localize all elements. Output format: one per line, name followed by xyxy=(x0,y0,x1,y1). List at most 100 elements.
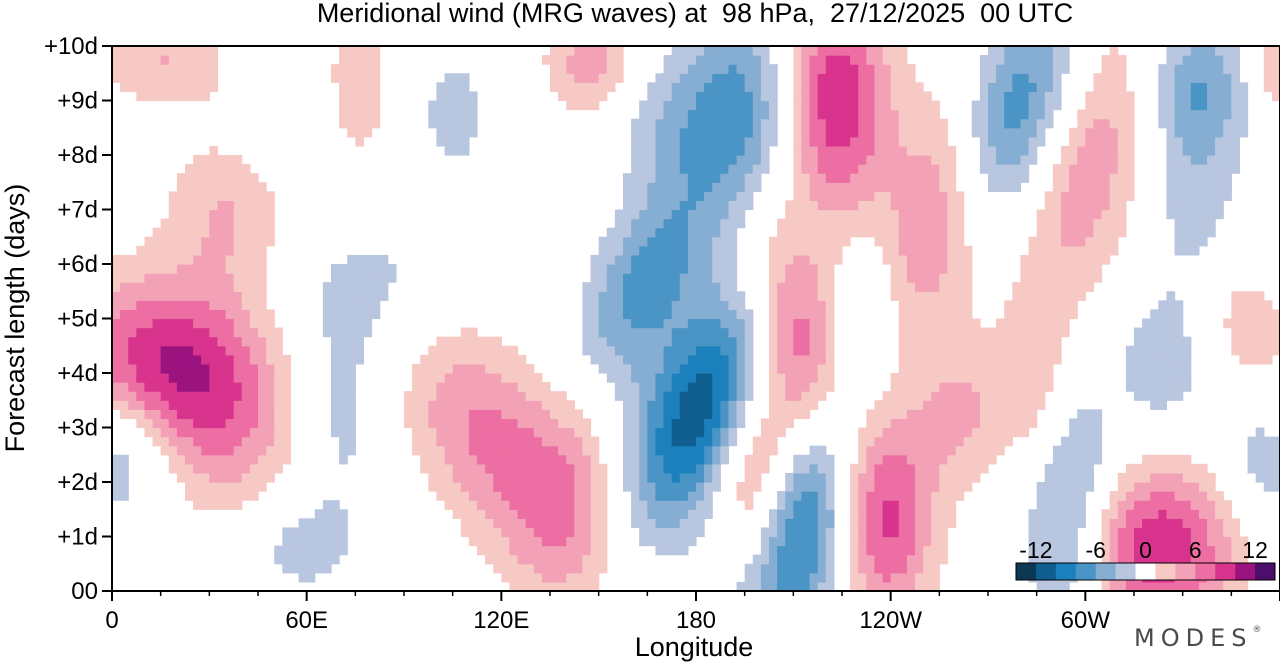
heatmap-cell xyxy=(217,254,227,265)
heatmap-cell xyxy=(144,336,154,347)
heatmap-cell xyxy=(582,282,592,292)
heatmap-cell xyxy=(298,563,308,574)
heatmap-cell xyxy=(939,545,949,556)
y-tick-label: +3d xyxy=(57,415,98,442)
heatmap-cell xyxy=(176,400,186,410)
heatmap-cell xyxy=(468,118,478,129)
heatmap-cell xyxy=(736,581,746,592)
brand-text: MODES xyxy=(1134,624,1253,652)
heatmap-cell xyxy=(1215,536,1224,547)
heatmap-cell xyxy=(760,118,770,129)
heatmap-cell xyxy=(793,264,803,274)
heatmap-cell xyxy=(1263,82,1273,93)
heatmap-cell xyxy=(898,254,908,265)
heatmap-cell xyxy=(1150,500,1159,510)
heatmap-cell xyxy=(923,427,932,438)
heatmap-cell xyxy=(793,127,803,138)
heatmap-cell xyxy=(590,291,600,301)
heatmap-cell xyxy=(355,73,365,83)
heatmap-cell xyxy=(1150,454,1159,465)
heatmap-cell xyxy=(898,581,908,592)
heatmap-cell xyxy=(728,418,738,429)
heatmap-cell xyxy=(728,155,738,165)
heatmap-cell xyxy=(825,581,835,592)
heatmap-cell xyxy=(777,236,786,247)
heatmap-cell xyxy=(566,563,575,574)
heatmap-cell xyxy=(509,500,519,510)
heatmap-cell xyxy=(1142,527,1151,538)
heatmap-cell xyxy=(906,282,916,292)
heatmap-cell xyxy=(825,218,835,229)
heatmap-cell xyxy=(720,354,730,365)
heatmap-cell xyxy=(1223,136,1232,147)
heatmap-cell xyxy=(355,91,365,102)
heatmap-cell xyxy=(144,363,154,374)
heatmap-cell xyxy=(955,482,965,492)
heatmap-cell xyxy=(436,82,446,93)
heatmap-cell xyxy=(850,182,859,192)
heatmap-cell xyxy=(493,482,502,492)
heatmap-cell xyxy=(1239,545,1249,556)
heatmap-cell xyxy=(606,254,616,265)
heatmap-cell xyxy=(704,55,713,65)
heatmap-cell xyxy=(874,82,884,93)
heatmap-cell xyxy=(582,291,592,301)
heatmap-cell xyxy=(347,400,356,410)
heatmap-cell xyxy=(939,463,949,474)
heatmap-cell xyxy=(331,282,340,292)
heatmap-cell xyxy=(1231,55,1241,65)
heatmap-cell xyxy=(444,336,454,347)
heatmap-cell xyxy=(1215,145,1224,156)
heatmap-cell xyxy=(752,82,762,93)
heatmap-cell xyxy=(1044,491,1054,501)
heatmap-cell xyxy=(412,382,421,392)
heatmap-cell xyxy=(923,482,932,492)
heatmap-cell xyxy=(988,145,997,156)
heatmap-cell xyxy=(939,145,949,156)
heatmap-cell xyxy=(598,273,608,283)
heatmap-cell xyxy=(1215,136,1224,147)
heatmap-cell xyxy=(728,373,738,383)
heatmap-cell xyxy=(866,418,876,429)
heatmap-cell xyxy=(509,418,519,429)
heatmap-cell xyxy=(939,491,949,501)
heatmap-cell xyxy=(979,345,989,356)
heatmap-cell xyxy=(882,472,892,483)
heatmap-cell xyxy=(282,454,292,465)
heatmap-cell xyxy=(217,236,227,247)
heatmap-cell xyxy=(1158,527,1168,538)
heatmap-cell xyxy=(1028,273,1038,283)
heatmap-cell xyxy=(947,182,957,192)
heatmap-cell xyxy=(704,309,713,320)
heatmap-cell xyxy=(712,318,721,329)
heatmap-cell xyxy=(460,400,470,410)
heatmap-cell xyxy=(249,218,259,229)
heatmap-cell xyxy=(882,418,892,429)
heatmap-cell xyxy=(1004,418,1013,429)
heatmap-cell xyxy=(882,155,892,165)
heatmap-cell xyxy=(955,345,965,356)
heatmap-cell xyxy=(671,91,681,102)
heatmap-cell xyxy=(1028,291,1038,301)
heatmap-cell xyxy=(152,254,162,265)
heatmap-cell xyxy=(1093,73,1103,83)
heatmap-cell xyxy=(639,300,648,311)
heatmap-cell xyxy=(1052,527,1062,538)
heatmap-cell xyxy=(225,273,235,283)
heatmap-cell xyxy=(947,273,957,283)
heatmap-cell xyxy=(1182,527,1192,538)
heatmap-cell xyxy=(817,382,827,392)
heatmap-cell xyxy=(574,436,584,447)
heatmap-cell xyxy=(671,391,681,401)
heatmap-cell xyxy=(185,64,194,74)
heatmap-cell xyxy=(1093,273,1103,283)
heatmap-cell xyxy=(1036,282,1046,292)
heatmap-cell xyxy=(209,236,219,247)
heatmap-cell xyxy=(485,509,494,519)
heatmap-cell xyxy=(363,46,373,56)
heatmap-cell xyxy=(906,545,916,556)
heatmap-cell xyxy=(842,191,851,202)
heatmap-cell xyxy=(623,209,632,220)
heatmap-cell xyxy=(923,336,932,347)
heatmap-cell xyxy=(996,427,1005,438)
